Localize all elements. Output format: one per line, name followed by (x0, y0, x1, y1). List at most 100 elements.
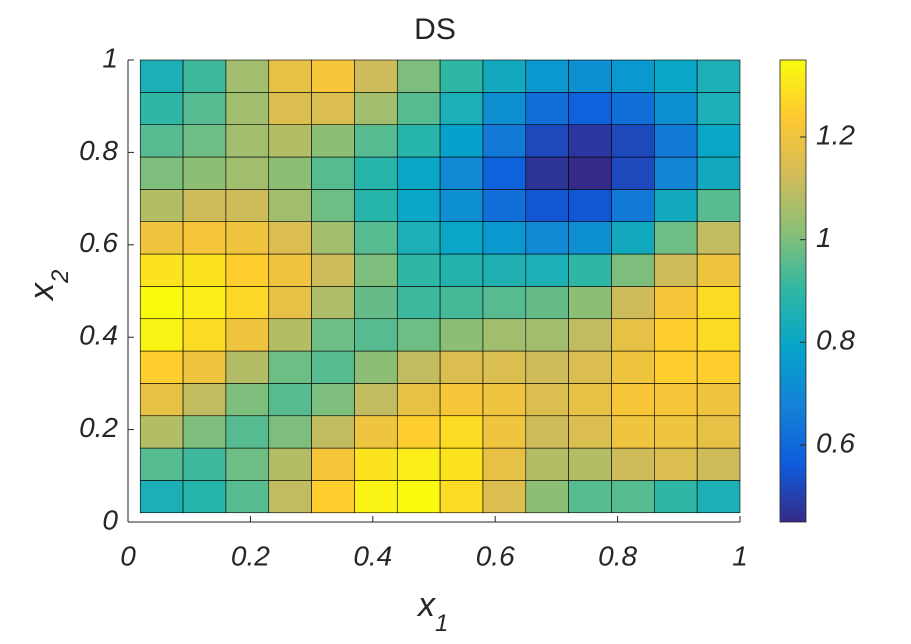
heatmap-cell (525, 480, 569, 514)
heatmap-cell (225, 189, 270, 223)
heatmap-cell (654, 92, 698, 125)
heatmap-cell (182, 221, 227, 255)
heatmap-cell (439, 124, 484, 158)
heatmap-cell (182, 124, 227, 158)
heatmap-cell (354, 59, 398, 93)
heatmap-cell (354, 92, 398, 125)
heatmap-cell (396, 253, 441, 287)
heatmap-cell (311, 383, 355, 417)
y-tick-label: 0 (102, 504, 118, 535)
heatmap-cell (225, 253, 270, 287)
x-tick-label: 0.8 (598, 540, 637, 571)
heatmap-cell (225, 124, 270, 158)
heatmap-cell (525, 350, 569, 384)
heatmap-cell (439, 318, 484, 352)
heatmap-cell (568, 253, 612, 287)
x-tick-label: 0 (120, 540, 136, 571)
heatmap-cell (139, 383, 184, 417)
y-tick-label: 0.4 (79, 320, 118, 351)
heatmap-cell (439, 156, 484, 190)
heatmap-cell (182, 318, 227, 352)
colorbar-tick-label: 1 (816, 222, 832, 253)
x-tick-label: 0.2 (231, 540, 270, 571)
heatmap-cell (482, 221, 527, 255)
heatmap-cell (354, 124, 398, 158)
heatmap-cell (482, 92, 527, 125)
heatmap-cell (182, 156, 227, 190)
heatmap-cell (311, 156, 355, 190)
heatmap-cell (525, 156, 569, 190)
x-tick-label: 0.6 (476, 540, 515, 571)
heatmap-cell (611, 124, 655, 158)
heatmap-cell (482, 480, 527, 514)
heatmap-cell (611, 447, 655, 481)
x-tick-label: 0.4 (353, 540, 392, 571)
heatmap-cell (182, 383, 227, 417)
heatmap-cell (696, 383, 741, 417)
heatmap-cell (268, 480, 312, 514)
heatmap-cell (396, 350, 441, 384)
heatmap-cell (611, 286, 655, 320)
heatmap-cell (139, 124, 184, 158)
colorbar-tick-label: 0.6 (816, 427, 855, 458)
heatmap-cell (311, 253, 355, 287)
heatmap-cell (696, 156, 741, 190)
heatmap-cell (268, 189, 312, 223)
heatmap-cell (611, 156, 655, 190)
heatmap-cell (268, 59, 312, 93)
heatmap-cell (225, 92, 270, 125)
heatmap-cell (354, 383, 398, 417)
heatmap-cell (182, 286, 227, 320)
heatmap-cell (696, 447, 741, 481)
heatmap-cell (525, 415, 569, 449)
heatmap-cell (139, 221, 184, 255)
heatmap-cell (568, 124, 612, 158)
heatmap-cell (311, 124, 355, 158)
heatmap-cell (354, 189, 398, 223)
heatmap-cell (311, 415, 355, 449)
heatmap-cell (268, 318, 312, 352)
heatmap-cell (654, 253, 698, 287)
heatmap-cell (611, 415, 655, 449)
heatmap-cell (482, 318, 527, 352)
y-axis-label: x2 (23, 270, 74, 302)
heatmap-cell (354, 350, 398, 384)
heatmap-cell (311, 318, 355, 352)
heatmap-cell (311, 480, 355, 514)
heatmap-cell (611, 350, 655, 384)
heatmap-cell (182, 415, 227, 449)
y-label-base: x (23, 282, 61, 302)
heatmap-cell (268, 92, 312, 125)
heatmap-cell (525, 124, 569, 158)
heatmap-cell (396, 447, 441, 481)
heatmap-cell (182, 59, 227, 93)
heatmap-cell (396, 92, 441, 125)
heatmap-cell (439, 350, 484, 384)
heatmap-cell (611, 253, 655, 287)
heatmap-cell (354, 286, 398, 320)
heatmap-cell (225, 383, 270, 417)
heatmap-cell (696, 253, 741, 287)
heatmap-cell (654, 189, 698, 223)
heatmap-cell (696, 480, 741, 514)
heatmap-cell (268, 221, 312, 255)
heatmap-cell (311, 59, 355, 93)
heatmap-cell (268, 415, 312, 449)
heatmap-cell (654, 415, 698, 449)
heatmap-cell (182, 92, 227, 125)
heatmap-cell (139, 286, 184, 320)
heatmap-cell (182, 447, 227, 481)
heatmap-cell (225, 221, 270, 255)
heatmap-cell (696, 318, 741, 352)
heatmap-cell (439, 221, 484, 255)
heatmap-cell (439, 480, 484, 514)
heatmap-cell (396, 415, 441, 449)
x-label-sub: 1 (435, 610, 448, 637)
heatmap-cell (696, 92, 741, 125)
heatmap-cell (482, 124, 527, 158)
heatmap-cell (696, 124, 741, 158)
heatmap-cell (139, 92, 184, 125)
heatmap-cell (696, 415, 741, 449)
heatmap-cell (525, 318, 569, 352)
heatmap-cell (268, 253, 312, 287)
